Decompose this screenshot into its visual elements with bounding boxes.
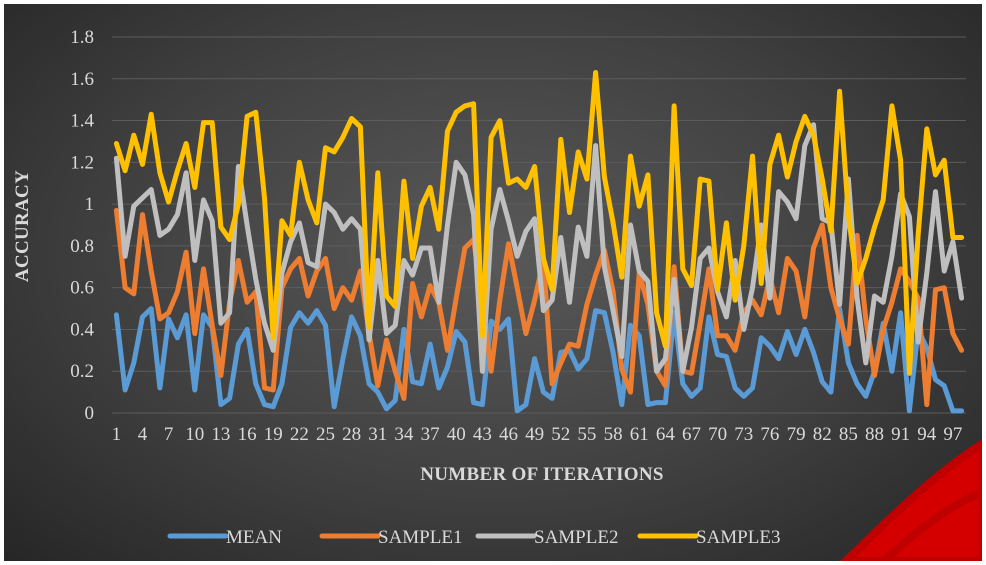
x-tick-label: 16 [238, 424, 257, 445]
legend-label: MEAN [226, 527, 282, 548]
series-line-mean [113, 306, 965, 414]
red-corner-mark [840, 439, 982, 561]
x-tick-label: 82 [813, 424, 832, 445]
y-tick-label: 1.8 [70, 27, 94, 48]
y-tick-label: 1.4 [70, 111, 94, 132]
line-chart: 00.20.40.60.811.21.41.61.8 1 4 7 10 13 16 19 22… [12, 27, 982, 561]
x-tick-label: 40 [447, 424, 466, 445]
y-tick-label: 0.4 [70, 319, 94, 340]
x-tick-label: 73 [734, 424, 753, 445]
x-tick-label: 85 [839, 424, 858, 445]
x-tick-label: 22 [290, 424, 309, 445]
y-tick-label: 1.2 [70, 152, 94, 173]
x-tick-label: 25 [316, 424, 335, 445]
series-lines [113, 70, 965, 414]
chart-area: 0 0.2 0.4 0.6 0.8 1 1.2 1.4 1.6 1.8 1 4 7 10 13 16 19 22… [4, 4, 982, 561]
legend: MEAN SAMPLE1 SAMPLE2 SAMPLE3 [167, 527, 780, 548]
x-tick-label: 70 [708, 424, 727, 445]
series-line-sample3 [113, 70, 965, 376]
y-tick-label: 0.6 [70, 278, 94, 299]
y-tick-label: 0 [85, 403, 95, 424]
y-tick-label: 0.2 [70, 361, 94, 382]
legend-label: SAMPLE2 [534, 527, 618, 548]
x-tick-label: 97 [943, 424, 962, 445]
legend-label: SAMPLE3 [696, 527, 780, 548]
x-tick-label: 67 [682, 424, 701, 445]
legend-label: SAMPLE1 [378, 527, 462, 548]
y-axis-ticks: 0 0.2 0.4 0.6 0.8 1 1.2 1.4 1.6 1.8 [70, 27, 94, 424]
x-tick-label: 49 [525, 424, 544, 445]
x-tick-label: 10 [185, 424, 204, 445]
x-tick-label: 55 [577, 424, 596, 445]
x-tick-label: 34 [394, 424, 414, 445]
x-tick-label: 46 [499, 424, 518, 445]
x-tick-label: 76 [760, 424, 779, 445]
x-tick-label: 58 [604, 424, 623, 445]
x-tick-label: 64 [656, 424, 676, 445]
x-tick-label: 79 [787, 424, 806, 445]
x-tick-label: 52 [551, 424, 570, 445]
x-axis-ticks: 1 4 7 10 13 16 19 22 25 28 31 34 37 40 43 46 49 52 55 58 61 6… [112, 424, 963, 445]
x-axis-title: NUMBER OF ITERATIONS [420, 464, 664, 485]
x-tick-label: 88 [865, 424, 884, 445]
y-axis-title: ACCURACY [12, 170, 33, 282]
x-tick-label: 61 [630, 424, 649, 445]
x-tick-label: 94 [917, 424, 937, 445]
x-tick-label: 4 [138, 424, 148, 445]
x-tick-label: 1 [112, 424, 122, 445]
x-tick-label: 43 [473, 424, 492, 445]
x-tick-label: 19 [264, 424, 283, 445]
y-tick-label: 1.6 [70, 69, 94, 90]
x-tick-label: 37 [421, 424, 440, 445]
x-tick-label: 31 [368, 424, 387, 445]
x-tick-label: 13 [211, 424, 230, 445]
series-line-sample2 [113, 122, 965, 374]
y-tick-label: 0.8 [70, 236, 94, 257]
y-tick-label: 1 [85, 194, 95, 215]
x-tick-label: 91 [891, 424, 910, 445]
x-tick-label: 28 [342, 424, 361, 445]
x-tick-label: 7 [164, 424, 174, 445]
